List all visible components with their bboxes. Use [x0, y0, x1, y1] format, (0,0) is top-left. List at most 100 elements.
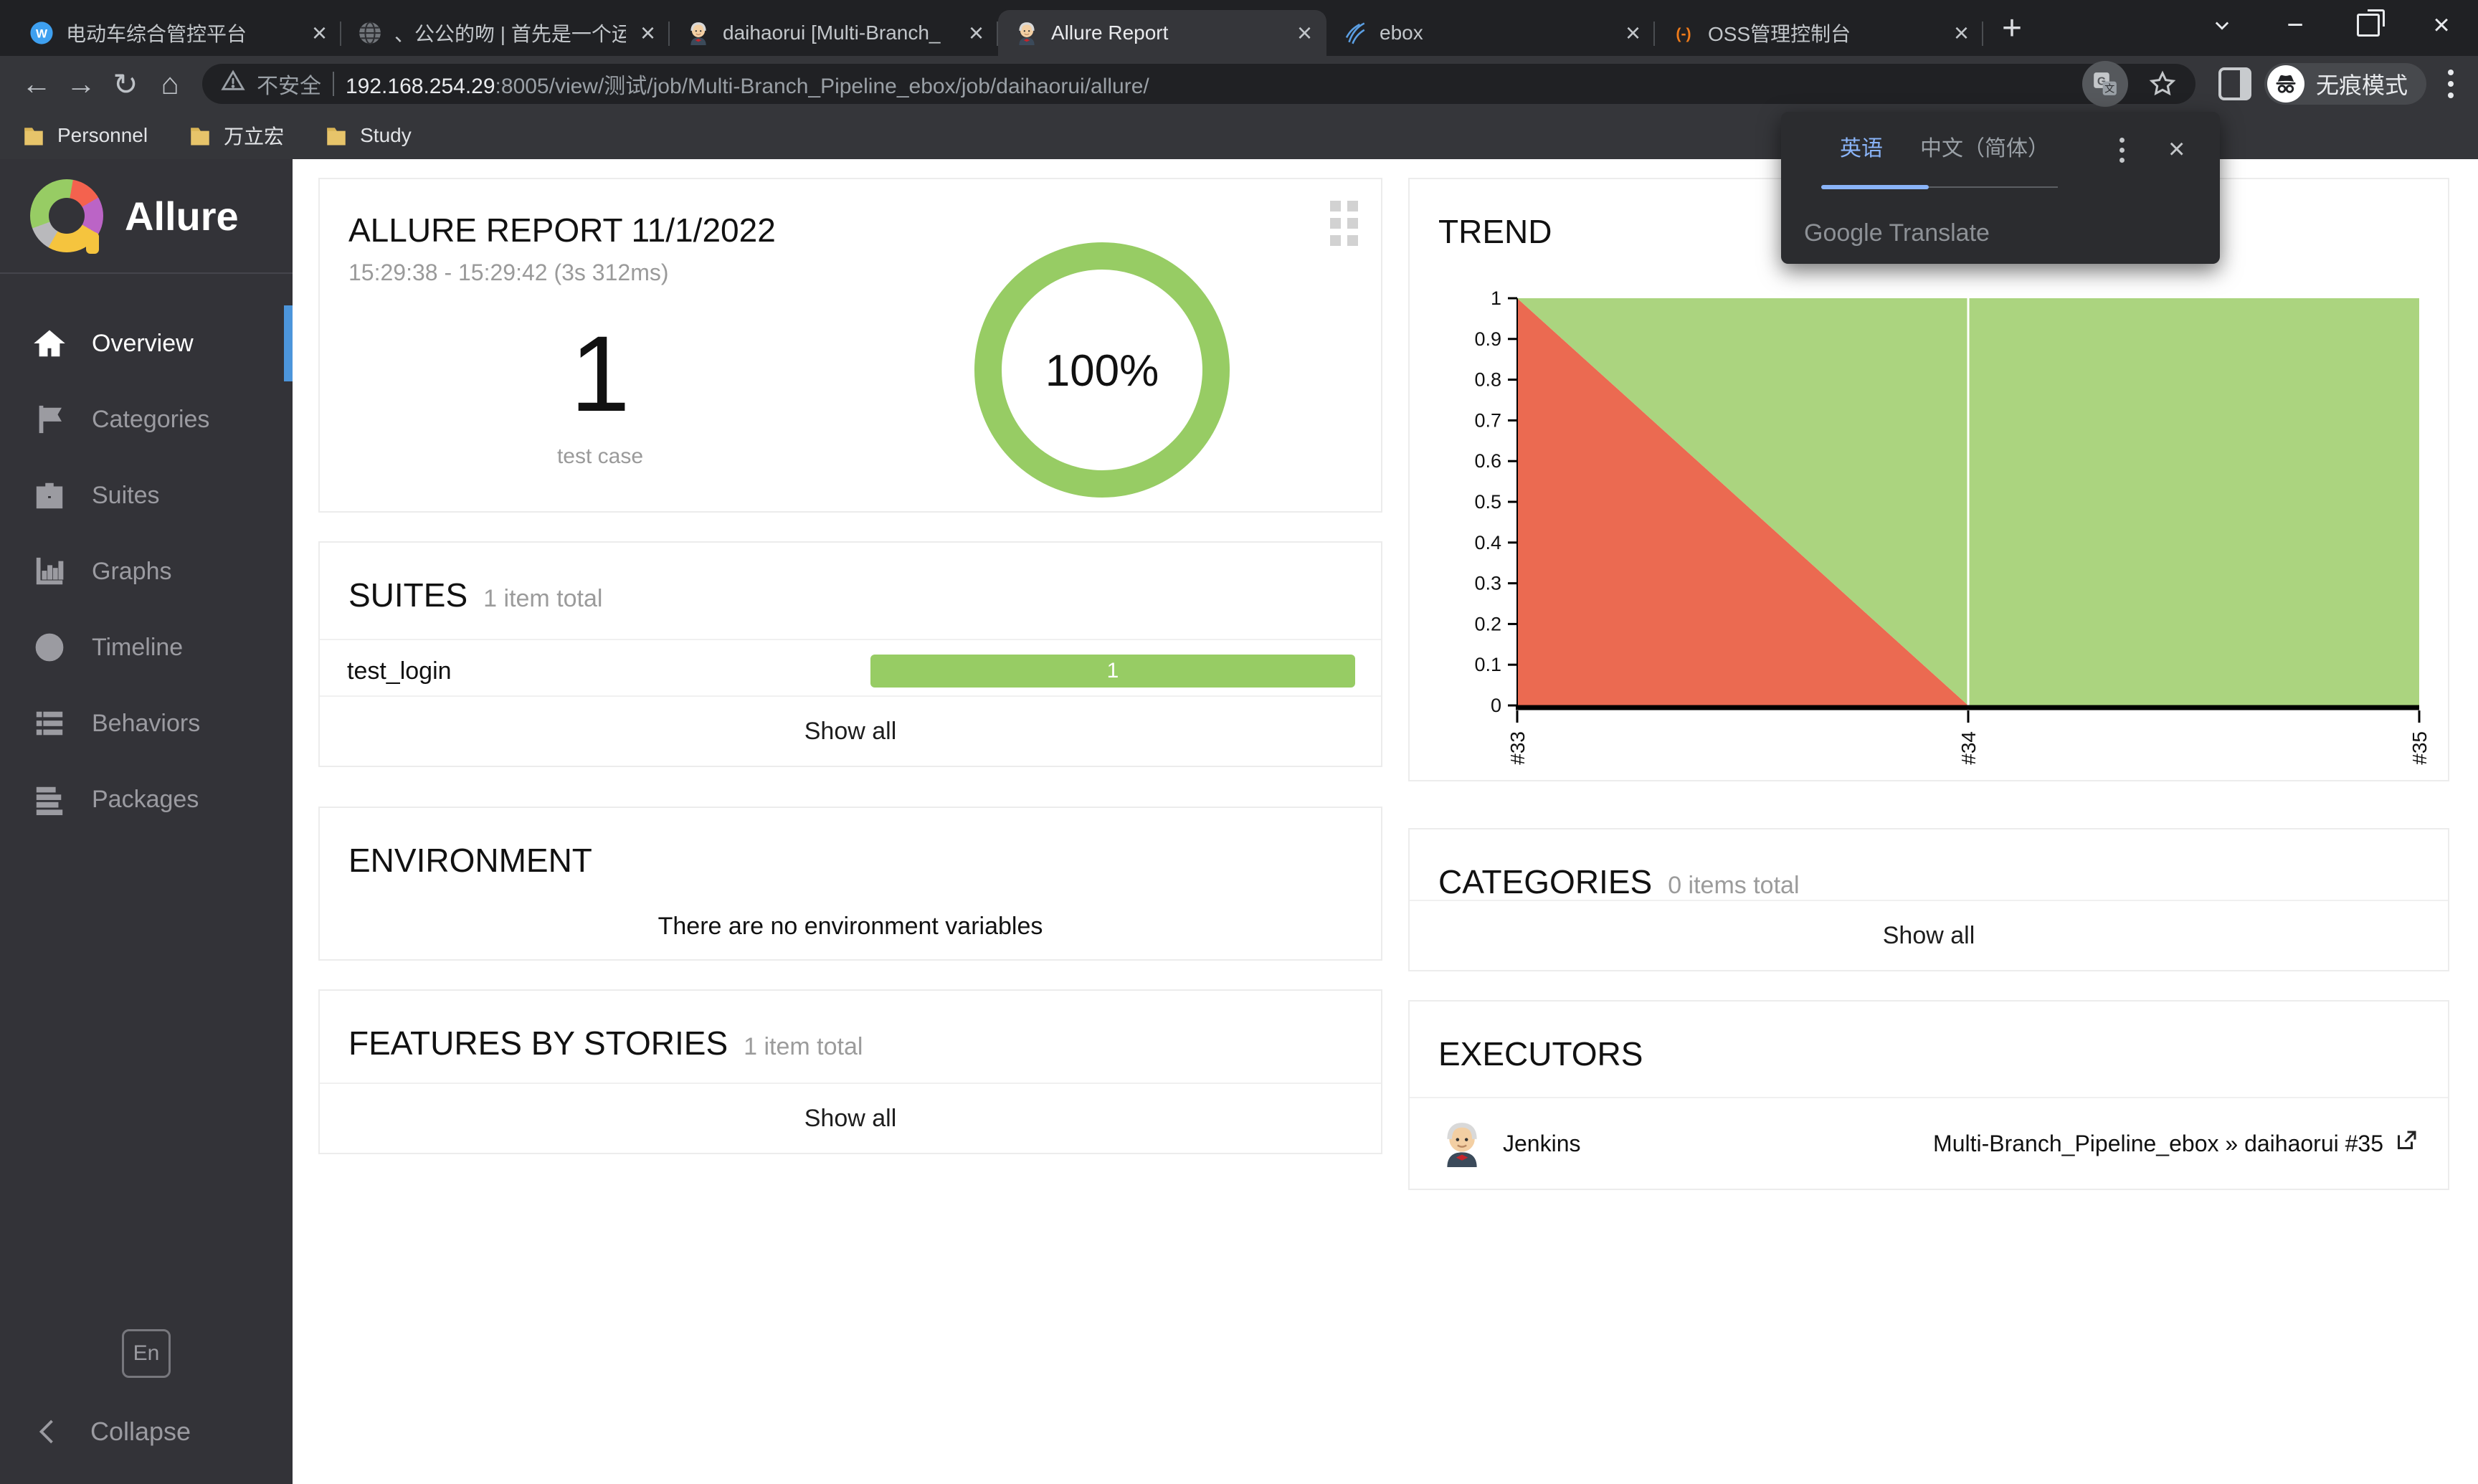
translate-source-tab[interactable]: 英语	[1840, 137, 1883, 161]
allure-logo-icon	[30, 179, 103, 254]
sidebar-item-label: Suites	[92, 481, 160, 509]
language-button[interactable]: En	[122, 1329, 171, 1378]
sidebar-item-timeline[interactable]: Timeline	[0, 609, 293, 685]
widget-drag-handle-icon[interactable]	[1330, 201, 1358, 246]
translate-popup-menu-icon[interactable]	[2119, 133, 2125, 163]
pass-rate-donut[interactable]: 100%	[966, 234, 1238, 510]
bookmark-star-icon[interactable]	[2140, 61, 2185, 107]
suites-subtitle: 1 item total	[483, 585, 603, 612]
close-window-button[interactable]: ×	[2433, 9, 2450, 41]
bookmark-folder-0[interactable]: Personnel	[22, 123, 148, 148]
translate-popup-close-icon[interactable]: ×	[2168, 133, 2185, 165]
forward-button[interactable]: →	[66, 67, 96, 100]
svg-text:文: 文	[2104, 84, 2114, 95]
tab-close-icon[interactable]: ×	[1296, 18, 1312, 47]
not-secure-warning-icon[interactable]	[221, 69, 245, 99]
browser-tab-3[interactable]: Allure Report ×	[998, 10, 1326, 56]
tab-close-icon[interactable]: ×	[1953, 18, 1969, 47]
trend-chart[interactable]: 0 0.1 0.2 0.3 0.4 0.5 0.6 0.7 0.8 0.9 1 #33 #34 #35	[1424, 284, 2436, 784]
suite-passed-count: 1	[1106, 659, 1119, 682]
pass-rate-percent: 100%	[1045, 346, 1159, 396]
brand-name: Allure	[125, 193, 239, 239]
executor-build-link[interactable]: Multi-Branch_Pipeline_ebox » daihaorui #…	[1933, 1130, 2383, 1156]
incognito-label: 无痕模式	[2315, 72, 2408, 98]
security-chip[interactable]: 不安全	[257, 75, 321, 98]
suitcase-icon	[33, 479, 66, 512]
bookmark-folder-2[interactable]: Study	[324, 123, 412, 148]
tab-title: daihaorui [Multi-Branch_	[723, 22, 941, 44]
tab-close-icon[interactable]: ×	[311, 18, 327, 47]
restore-button[interactable]	[2332, 0, 2405, 50]
svg-text:0: 0	[1491, 695, 1501, 716]
address-bar[interactable]: 不安全 192.168.254.29:8005/view/测试/job/Mult…	[202, 61, 2195, 107]
sidebar-item-label: Categories	[92, 405, 210, 433]
url-divider	[333, 72, 334, 96]
environment-title: ENVIRONMENT	[348, 842, 592, 879]
w-circle-favicon-icon: W	[29, 20, 54, 46]
url-text[interactable]: 192.168.254.29:8005/view/测试/job/Multi-Br…	[346, 68, 2071, 100]
incognito-avatar-icon	[2266, 65, 2304, 103]
side-panel-icon[interactable]	[2218, 67, 2251, 100]
report-summary-card: ALLURE REPORT 11/1/2022 15:29:38 - 15:29…	[318, 178, 1382, 513]
environment-card: ENVIRONMENT There are no environment var…	[318, 807, 1382, 961]
categories-show-all-link[interactable]: Show all	[1410, 900, 2448, 970]
executor-row: Jenkins Multi-Branch_Pipeline_ebox » dai…	[1410, 1097, 2448, 1189]
browser-tab-5[interactable]: (-) OSS管理控制台 ×	[1655, 10, 1983, 56]
external-link-icon[interactable]	[2393, 1128, 2419, 1159]
browser-tab-4[interactable]: ebox ×	[1326, 10, 1655, 56]
sidebar-item-label: Packages	[92, 785, 199, 813]
suite-row[interactable]: test_login 1	[320, 639, 1381, 702]
behaviors-icon	[33, 707, 66, 740]
collapse-button[interactable]: Collapse	[36, 1417, 191, 1447]
categories-subtitle: 0 items total	[1668, 872, 1800, 899]
sidebar-item-packages[interactable]: Packages	[0, 761, 293, 837]
tab-search-chevron-icon[interactable]	[2185, 0, 2259, 50]
incognito-badge[interactable]: 无痕模式	[2264, 63, 2426, 105]
translate-tab-underline	[1821, 185, 2058, 189]
features-show-all-link[interactable]: Show all	[320, 1083, 1381, 1153]
sidebar-item-categories[interactable]: Categories	[0, 381, 293, 457]
executors-title: EXECUTORS	[1438, 1035, 1643, 1072]
browser-tab-bar: W 电动车综合管控平台 × 、公公的吻 | 首先是一个运 × daihaorui [Mul…	[0, 0, 2478, 56]
minimize-button[interactable]: −	[2287, 9, 2304, 41]
tab-title: 、公公的吻 | 首先是一个运	[394, 23, 626, 45]
back-button[interactable]: ←	[22, 67, 52, 100]
sidebar-nav: Overview Categories Suites Graphs Timeline Be…	[0, 274, 293, 837]
jenkins-favicon-icon	[685, 20, 711, 46]
jenkins-avatar	[1438, 1120, 1486, 1167]
tab-close-icon[interactable]: ×	[1625, 18, 1641, 47]
home-button[interactable]: ⌂	[161, 67, 179, 100]
sidebar-item-suites[interactable]: Suites	[0, 457, 293, 533]
translate-target-tab[interactable]: 中文（简体）	[1920, 137, 2049, 161]
jenkins-favicon-icon	[1014, 20, 1040, 46]
browser-tab-0[interactable]: W 电动车综合管控平台 ×	[13, 10, 341, 56]
categories-card: CATEGORIES 0 items total Show all	[1408, 828, 2449, 971]
tab-title: Allure Report	[1051, 22, 1169, 44]
new-tab-button[interactable]: +	[2002, 9, 2023, 47]
reload-button[interactable]: ↻	[113, 67, 138, 101]
bookmark-folder-1[interactable]: 万立宏	[188, 121, 284, 150]
tab-close-icon[interactable]: ×	[968, 18, 984, 47]
executor-name: Jenkins	[1503, 1130, 1581, 1156]
svg-text:1: 1	[1491, 287, 1501, 309]
suites-show-all-link[interactable]: Show all	[320, 695, 1381, 766]
feather-favicon-icon	[1342, 20, 1368, 46]
browser-menu-icon[interactable]	[2448, 70, 2454, 98]
browser-tab-2[interactable]: daihaorui [Multi-Branch_ ×	[670, 10, 998, 56]
test-case-count: 1	[570, 313, 630, 434]
browser-toolbar: ← → ↻ ⌂ 不安全 192.168.254.29:8005/view/测试/…	[0, 56, 2478, 112]
tab-close-icon[interactable]: ×	[640, 18, 655, 47]
tab-title: 电动车综合管控平台	[66, 23, 247, 45]
brand[interactable]: Allure	[0, 159, 293, 274]
sidebar-item-overview[interactable]: Overview	[0, 305, 293, 381]
translate-popup: 英语 中文（简体） × Google Translate	[1781, 112, 2220, 264]
url-host: 192.168.254.29	[346, 75, 495, 98]
sidebar-item-behaviors[interactable]: Behaviors	[0, 685, 293, 761]
sidebar-item-graphs[interactable]: Graphs	[0, 533, 293, 609]
collapse-label: Collapse	[90, 1417, 191, 1446]
environment-empty-text: There are no environment variables	[658, 913, 1043, 940]
browser-tab-1[interactable]: 、公公的吻 | 首先是一个运 ×	[341, 10, 670, 56]
svg-text:0.8: 0.8	[1474, 369, 1501, 391]
sidebar: Allure Overview Categories Suites Graphs Tim…	[0, 159, 293, 1484]
